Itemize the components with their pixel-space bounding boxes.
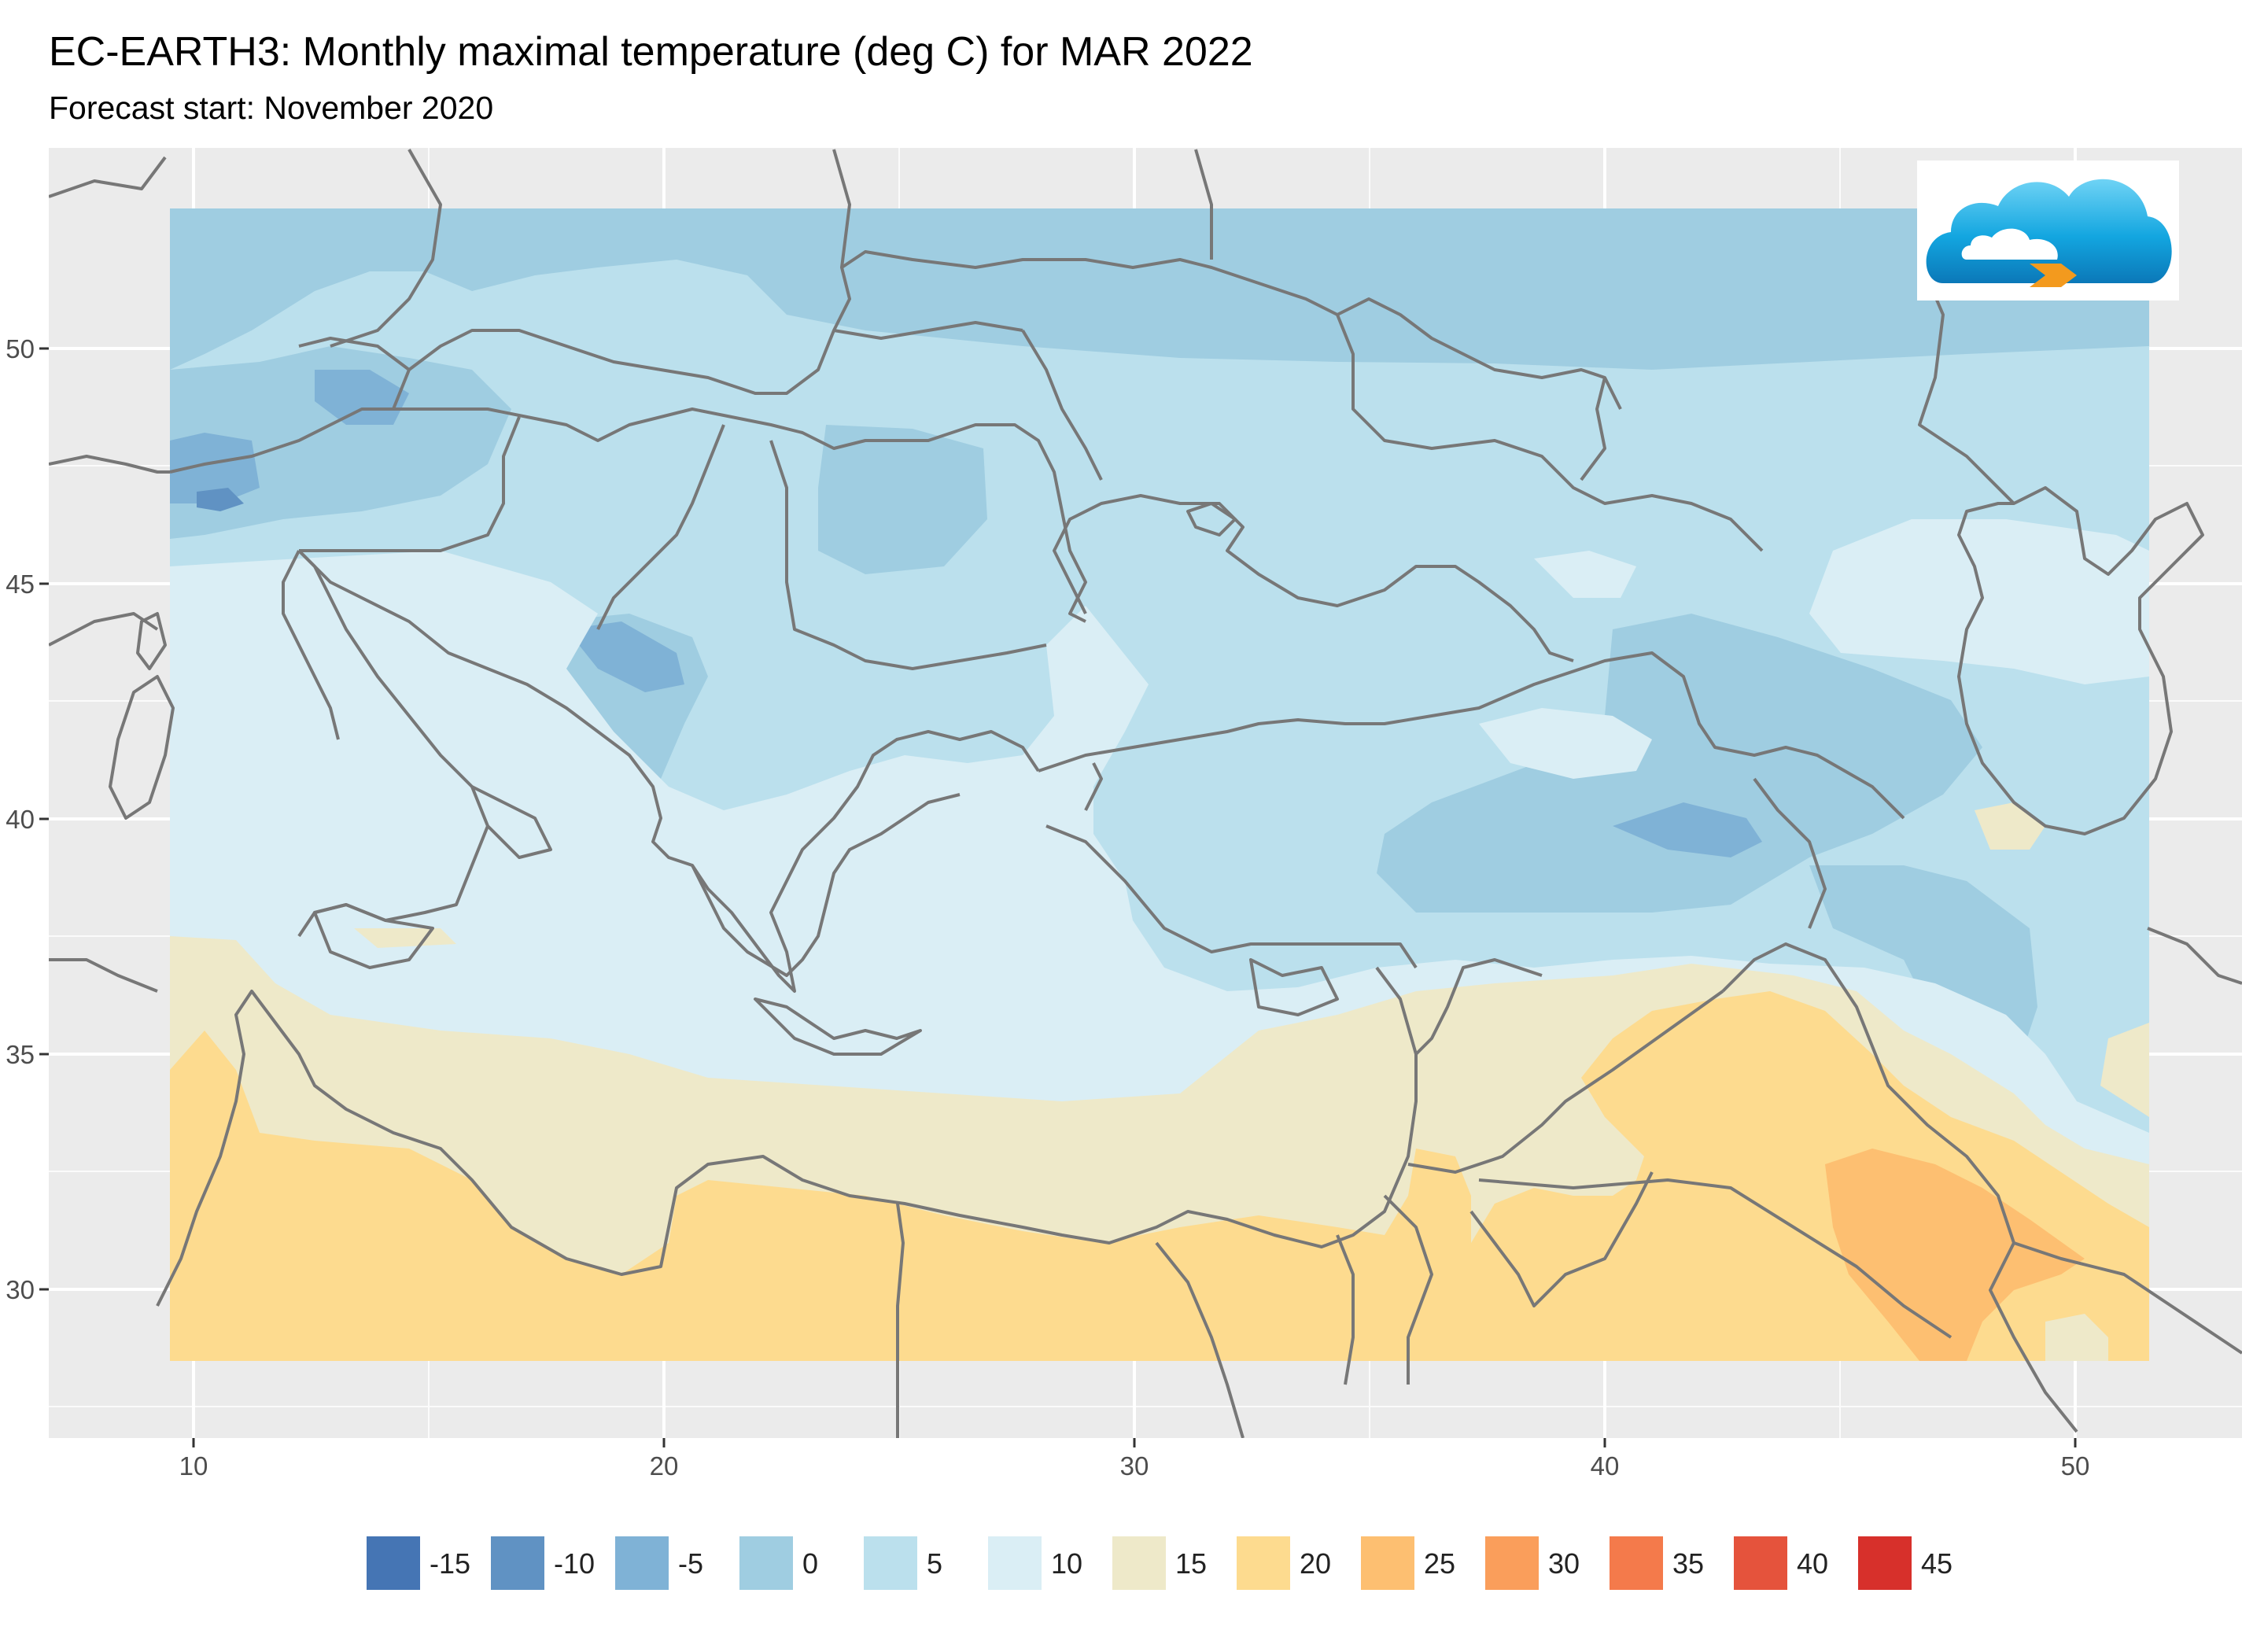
x-tick-label: 10 [179,1451,208,1481]
legend-label: 0 [802,1547,818,1580]
legend-label: 10 [1051,1547,1082,1580]
legend-swatch [739,1536,793,1590]
legend-label: -10 [554,1547,595,1580]
legend-label: 5 [927,1547,942,1580]
x-tick-label: 30 [1120,1451,1149,1481]
y-tick-label: 35 [6,1040,35,1069]
x-axis: 10 20 30 40 50 [179,1438,2090,1481]
legend-label: 40 [1797,1547,1828,1580]
legend-swatch [1361,1536,1414,1590]
y-axis: 50 45 40 35 30 [6,334,49,1304]
legend-label: -15 [430,1547,470,1580]
legend-swatch [864,1536,917,1590]
legend-label: -5 [678,1547,703,1580]
cloud-logo-icon [1917,160,2179,301]
map-title: EC-EARTH3: Monthly maximal temperature (… [49,29,1253,75]
legend-swatch [988,1536,1042,1590]
y-tick-label: 30 [6,1275,35,1304]
legend-swatch [1237,1536,1290,1590]
legend-label: 20 [1300,1547,1331,1580]
legend-label: 45 [1921,1547,1953,1580]
y-tick-label: 45 [6,570,35,599]
x-tick-label: 20 [650,1451,679,1481]
legend-swatch [1858,1536,1912,1590]
map-subtitle: Forecast start: November 2020 [49,90,494,126]
legend-label: 15 [1175,1547,1207,1580]
legend-swatch [1485,1536,1539,1590]
legend-swatch [615,1536,669,1590]
legend-swatch [1610,1536,1663,1590]
x-tick-label: 50 [2061,1451,2090,1481]
country-borders [49,149,2242,1438]
x-tick-label: 40 [1591,1451,1620,1481]
legend-label: 35 [1672,1547,1704,1580]
y-tick-label: 40 [6,805,35,834]
legend-swatch [367,1536,420,1590]
temperature-field [170,208,2149,1361]
legend: -15 -10 -5 0 5 10 15 20 25 30 35 40 45 [367,1536,1953,1590]
legend-swatch [491,1536,544,1590]
legend-swatch [1112,1536,1166,1590]
legend-swatch [1734,1536,1787,1590]
legend-label: 30 [1548,1547,1580,1580]
legend-label: 25 [1424,1547,1455,1580]
y-tick-label: 50 [6,334,35,363]
